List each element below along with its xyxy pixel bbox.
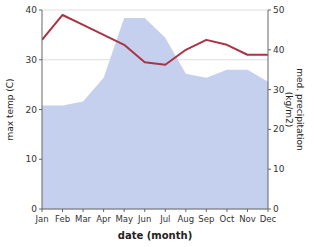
x-tick <box>62 209 63 212</box>
x-tick <box>247 209 248 212</box>
x-tick <box>42 209 43 212</box>
y-axis-label: max temp (C) <box>5 78 15 140</box>
x-tick <box>124 209 125 212</box>
y2-axis <box>268 10 269 209</box>
y2-axis-label-line: med. precipitation <box>295 68 305 150</box>
x-tick-label: May <box>115 214 133 224</box>
x-tick <box>103 209 104 212</box>
x-tick-label: Sep <box>198 214 214 224</box>
x-axis-label: date (month) <box>118 230 192 241</box>
x-tick-label: Mar <box>75 214 92 224</box>
axes: 0 10 20 30 40 0 10 20 30 40 50 Jan Feb Mar Apr May Jun Ju… <box>26 5 285 224</box>
x-tick-label: Feb <box>55 214 70 224</box>
y-tick-label: 20 <box>26 105 38 115</box>
y2-tick-label: 40 <box>273 45 285 55</box>
x-tick-label: Jan <box>34 214 48 224</box>
y2-tick <box>268 89 271 90</box>
precip-area <box>42 18 268 209</box>
grid-line <box>42 10 268 11</box>
y-tick <box>39 109 42 110</box>
y2-axis-label-line: (kg/m2) <box>284 92 294 127</box>
x-tick <box>165 209 166 212</box>
y2-tick <box>268 10 271 11</box>
x-tick-label: Jul <box>159 214 170 224</box>
grid <box>42 10 268 209</box>
y2-tick-label: 30 <box>273 85 285 95</box>
y2-tick-label: 50 <box>273 5 285 15</box>
x-axis <box>42 209 268 210</box>
x-tick-label: Jun <box>137 214 151 224</box>
y2-tick <box>268 49 271 50</box>
grid-line <box>42 209 268 210</box>
y-tick <box>39 10 42 11</box>
x-tick-label: Dec <box>260 214 277 224</box>
y-tick-label: 40 <box>26 5 38 15</box>
x-tick <box>206 209 207 212</box>
y-tick-label: 0 <box>31 204 37 214</box>
x-tick <box>144 209 145 212</box>
y2-tick-label: 10 <box>273 164 285 174</box>
y2-axis-label: med. precipitation(kg/m2) <box>284 68 305 150</box>
chart: 0 10 20 30 40 0 10 20 30 40 50 Jan Feb Mar Apr May Jun Ju… <box>0 0 318 247</box>
x-tick-label: Oct <box>220 214 235 224</box>
x-tick-label: Aug <box>178 214 195 224</box>
y-tick-label: 10 <box>26 154 38 164</box>
x-tick <box>185 209 186 212</box>
y-tick-label: 30 <box>26 55 38 65</box>
y2-tick <box>268 129 271 130</box>
x-tick <box>268 209 269 212</box>
x-tick <box>226 209 227 212</box>
y2-tick-label: 20 <box>273 124 285 134</box>
x-tick-label: Apr <box>96 214 111 224</box>
y2-tick <box>268 169 271 170</box>
y-tick <box>39 59 42 60</box>
temp-line <box>42 15 268 65</box>
y2-tick-label: 0 <box>273 204 279 214</box>
x-tick-label: Nov <box>239 214 256 224</box>
y-tick <box>39 159 42 160</box>
x-tick <box>83 209 84 212</box>
plot-area <box>42 15 268 209</box>
